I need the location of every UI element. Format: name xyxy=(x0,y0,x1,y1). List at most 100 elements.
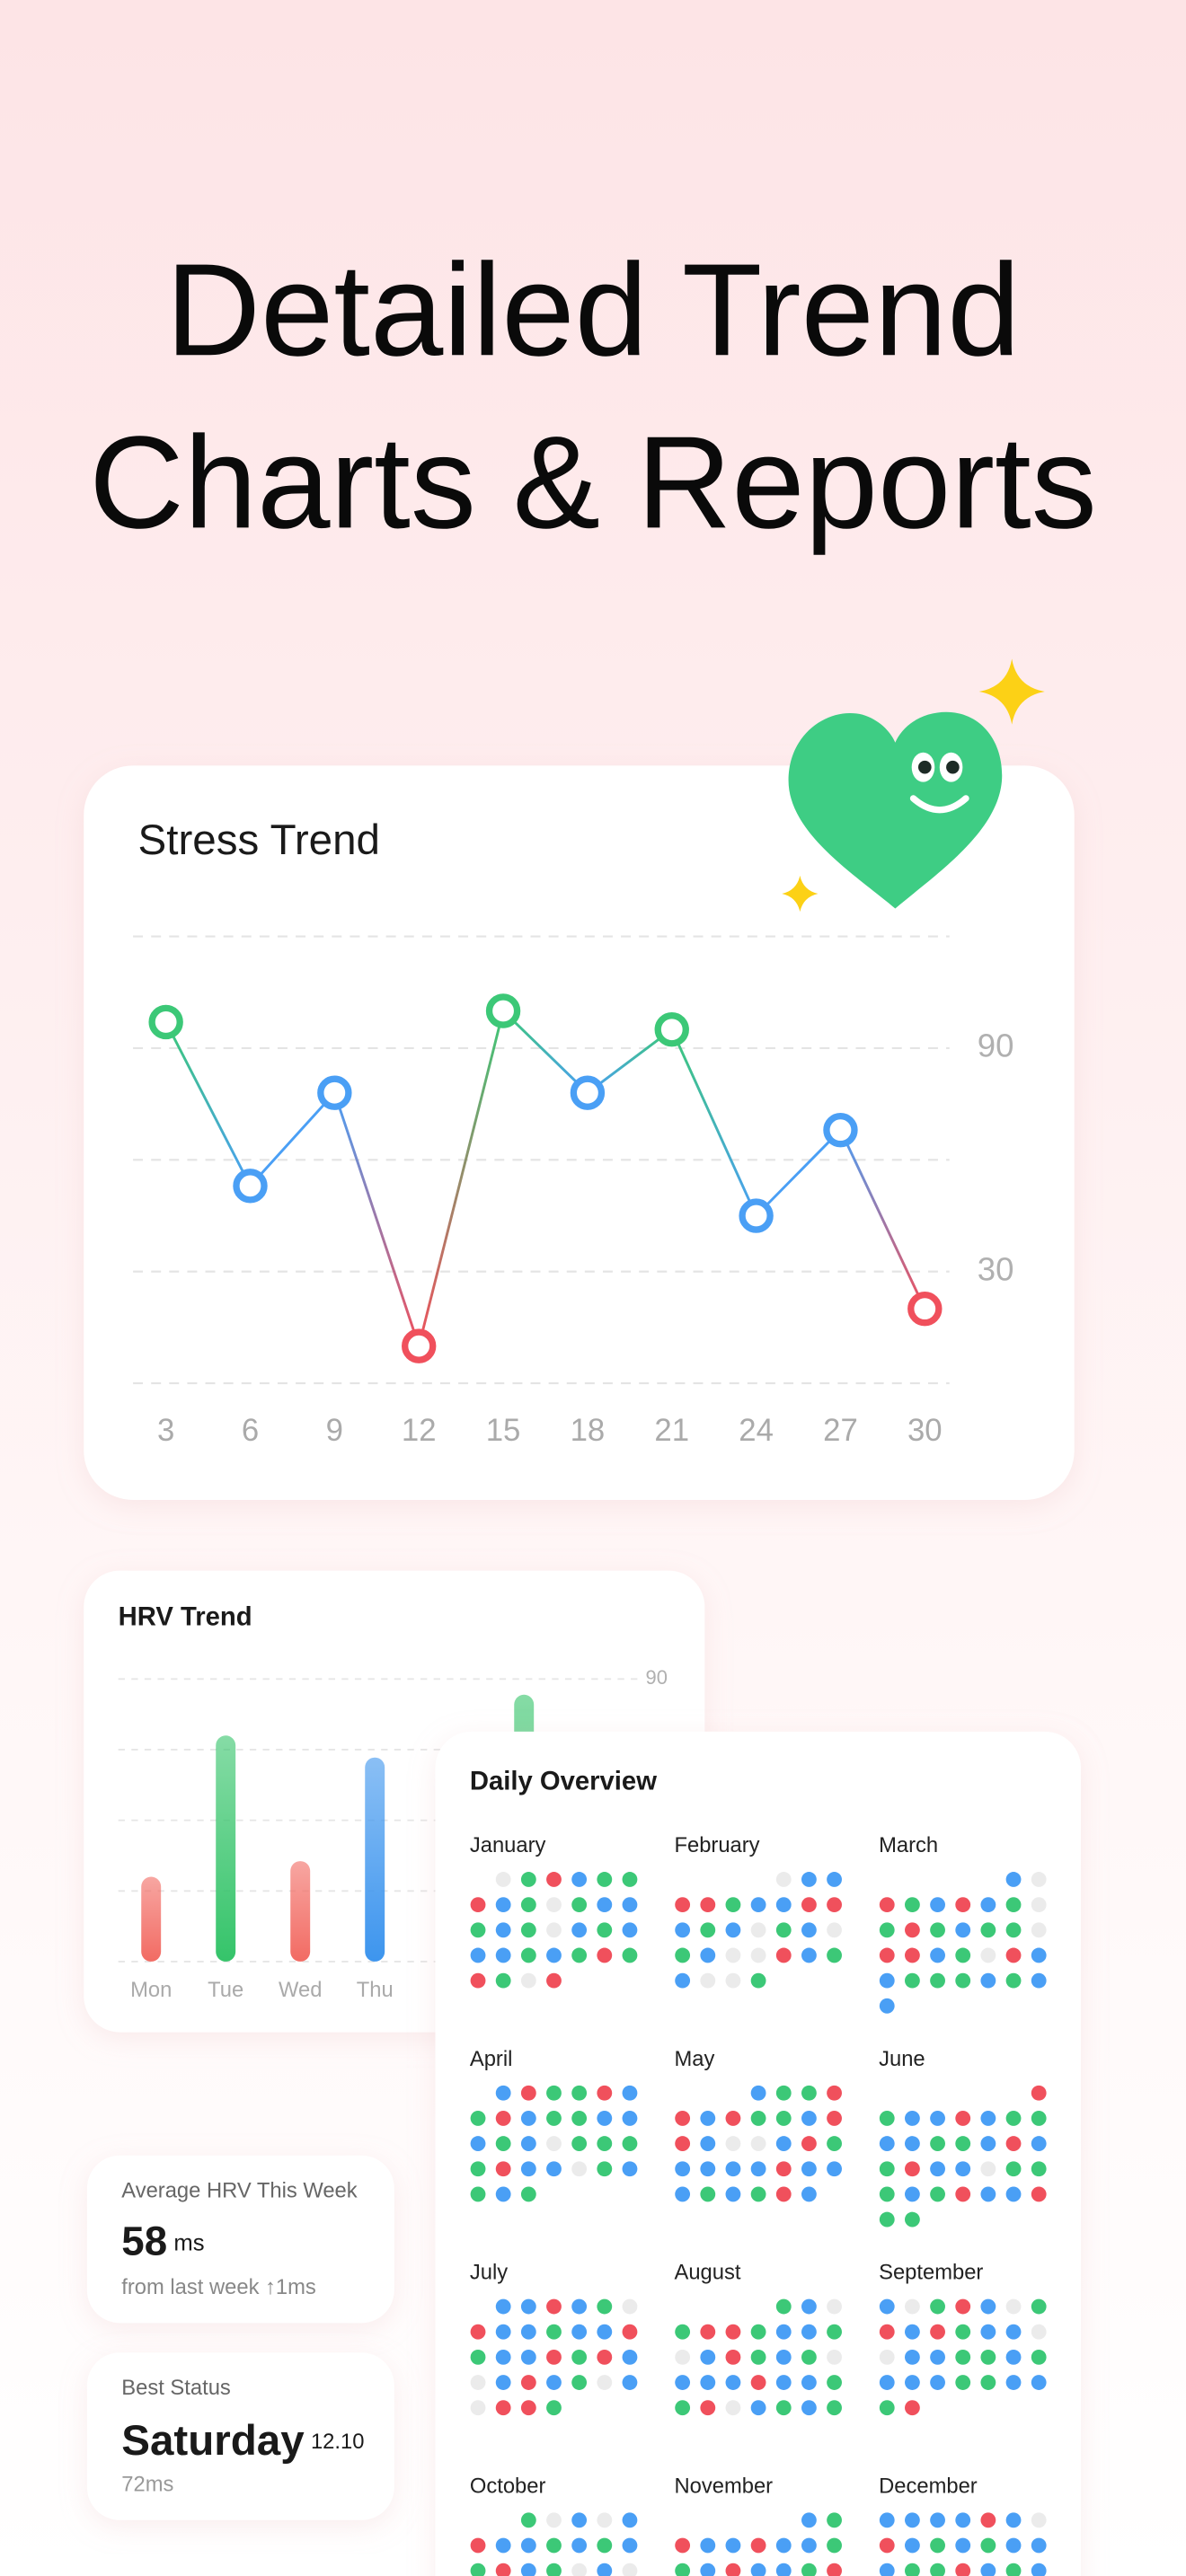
day-dot xyxy=(801,2512,817,2528)
day-dot xyxy=(930,2324,945,2340)
day-dot xyxy=(775,2161,792,2177)
day-dot xyxy=(1031,1872,1047,1887)
x-tick-label: 27 xyxy=(823,1414,858,1448)
day-dot xyxy=(520,2512,536,2528)
daily-card xyxy=(435,1731,1081,2576)
day-dot xyxy=(879,1998,895,2014)
day-dot xyxy=(930,2298,945,2315)
day-dot xyxy=(930,1947,945,1963)
day-dot xyxy=(546,1972,562,1989)
day-dot xyxy=(827,1897,842,1913)
day-dot xyxy=(905,2298,920,2315)
day-dot xyxy=(955,2136,971,2151)
day-dot xyxy=(750,2324,766,2340)
day-dot xyxy=(571,2512,588,2528)
month-label: June xyxy=(879,2047,925,2071)
day-dot xyxy=(520,1972,536,1989)
day-dot xyxy=(700,2537,716,2554)
day-dot xyxy=(571,2349,588,2365)
day-dot xyxy=(750,2400,766,2416)
day-dot xyxy=(520,1897,536,1913)
day-dot xyxy=(622,2085,638,2101)
day-dot xyxy=(1031,2298,1047,2315)
day-dot xyxy=(571,2111,588,2126)
day-dot xyxy=(725,1947,741,1963)
month-label: November xyxy=(674,2475,773,2499)
month-label: March xyxy=(879,1833,938,1857)
day-dot xyxy=(520,2400,536,2416)
day-dot xyxy=(597,2085,613,2101)
day-dot xyxy=(930,1922,945,1938)
day-dot xyxy=(675,2161,691,2177)
day-dot xyxy=(725,2136,741,2151)
day-dot xyxy=(622,2136,638,2151)
day-dot xyxy=(622,2537,638,2554)
day-dot xyxy=(930,2349,945,2365)
day-dot xyxy=(827,2161,842,2177)
day-dot xyxy=(622,1872,638,1887)
y-tick-label: 30 xyxy=(978,1250,1014,1287)
day-dot xyxy=(879,2136,895,2151)
day-dot xyxy=(775,1947,792,1963)
day-dot xyxy=(725,2563,741,2576)
day-dot xyxy=(827,2400,842,2416)
line-segment xyxy=(502,1010,589,1094)
day-dot xyxy=(801,2186,817,2202)
day-dot xyxy=(879,2375,895,2390)
day-dot xyxy=(520,1872,536,1887)
day-dot xyxy=(470,2136,486,2151)
day-dot xyxy=(700,2375,716,2390)
day-dot xyxy=(955,2161,971,2177)
day-dot xyxy=(750,2349,766,2365)
day-dot xyxy=(1005,2512,1022,2528)
day-dot xyxy=(622,2324,638,2340)
day-dot xyxy=(571,2537,588,2554)
day-dot xyxy=(827,2349,842,2365)
month-label: July xyxy=(470,2261,508,2285)
day-dot xyxy=(879,2537,895,2554)
day-dot xyxy=(597,2324,613,2340)
day-dot xyxy=(980,2512,996,2528)
day-dot xyxy=(546,2563,562,2576)
day-dot xyxy=(675,2375,691,2390)
day-dot xyxy=(520,2186,536,2202)
day-dot xyxy=(827,2111,842,2126)
day-dot xyxy=(801,2161,817,2177)
stat-sub: 72ms xyxy=(121,2473,173,2497)
day-dot xyxy=(1031,2512,1047,2528)
day-dot xyxy=(700,1922,716,1938)
day-dot xyxy=(801,2111,817,2126)
day-dot xyxy=(571,2324,588,2340)
best-card xyxy=(86,2352,394,2520)
day-dot xyxy=(775,2400,792,2416)
day-dot xyxy=(675,1972,691,1989)
day-dot xyxy=(1031,2111,1047,2126)
day-dot xyxy=(571,2298,588,2315)
day-dot xyxy=(597,1872,613,1887)
day-dot xyxy=(725,1972,741,1989)
line-segment xyxy=(417,1010,505,1346)
day-dot xyxy=(520,2324,536,2340)
day-dot xyxy=(597,2161,613,2177)
day-dot xyxy=(955,2298,971,2315)
day-dot xyxy=(827,2136,842,2151)
x-tick-label: 24 xyxy=(739,1414,774,1448)
day-dot xyxy=(470,2537,486,2554)
stat-value: 58 ms xyxy=(121,2219,204,2264)
day-dot xyxy=(980,2324,996,2340)
day-dot xyxy=(546,2512,562,2528)
y-tick-label: 90 xyxy=(646,1666,668,1689)
day-dot xyxy=(879,2298,895,2315)
day-dot xyxy=(775,2349,792,2365)
day-dot xyxy=(622,1922,638,1938)
month-label: December xyxy=(879,2475,978,2499)
month-label: January xyxy=(470,1833,546,1857)
day-dot xyxy=(750,2375,766,2390)
day-dot xyxy=(470,2186,486,2202)
day-dot xyxy=(546,1922,562,1938)
day-dot xyxy=(622,2111,638,2126)
day-dot xyxy=(980,2186,996,2202)
day-dot xyxy=(905,2400,920,2416)
day-dot xyxy=(675,2324,691,2340)
day-dot xyxy=(571,2161,588,2177)
